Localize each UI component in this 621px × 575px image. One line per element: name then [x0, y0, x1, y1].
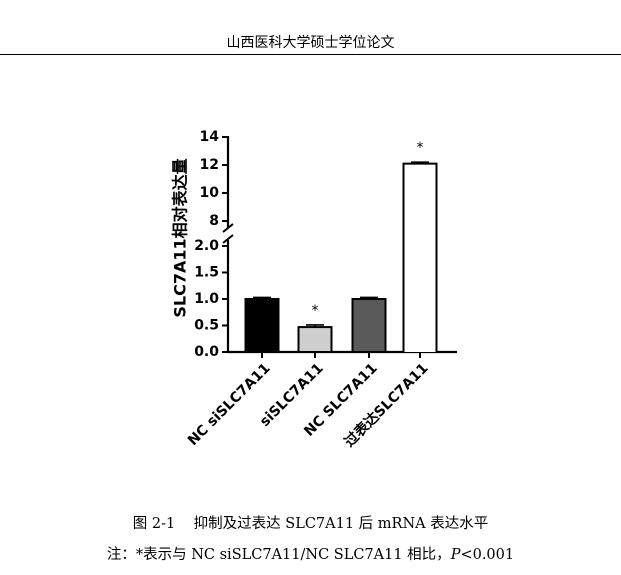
axis-break-mark-lower — [222, 234, 234, 244]
bar-chart: 0.0 0.5 1.0 1.5 2.0 8 10 12 14 SLC7A11相对表达量 NC siS… — [171, 129, 457, 451]
y-tick-label: 1.0 — [194, 291, 219, 307]
y-tick-label: 2.0 — [194, 238, 219, 254]
note-stat-symbol: P — [450, 547, 461, 563]
x-tick-label: NC siSLC7A11 — [185, 360, 274, 449]
page-header: 山西医科大学硕士学位论文 — [226, 35, 395, 51]
figure-note: 注：*表示与 NC siSLC7A11/NC SLC7A11 相比，P<0.00… — [0, 543, 621, 564]
y-tick-label: 1.5 — [194, 265, 219, 281]
y-tick-label: 14 — [200, 129, 220, 145]
note-stat-value: <0.001 — [460, 547, 515, 563]
bar — [402, 162, 438, 352]
bar — [297, 326, 333, 353]
note-prefix: 注：*表示与 NC siSLC7A11/NC SLC7A11 相比， — [106, 547, 451, 563]
figure-caption-text: 抑制及过表达 SLC7A11 后 mRNA 表达水平 — [193, 516, 489, 532]
axis-break-mark-upper — [222, 223, 234, 233]
y-tick-label: 0.0 — [194, 344, 219, 360]
y-tick-label: 8 — [209, 213, 219, 229]
bar — [244, 298, 280, 353]
significance-marker: * — [417, 140, 424, 156]
figure-caption: 图 2-1 抑制及过表达 SLC7A11 后 mRNA 表达水平 — [0, 512, 621, 533]
y-tick-label: 0.5 — [194, 318, 219, 334]
y-tick-label: 10 — [200, 185, 220, 201]
x-tick-label: 过表达SLC7A11 — [341, 360, 432, 451]
significance-marker: * — [312, 303, 319, 319]
header-rule — [0, 54, 621, 55]
figure-number: 图 2-1 — [132, 516, 176, 532]
bar — [351, 298, 387, 353]
y-axis-label: SLC7A11相对表达量 — [171, 158, 190, 317]
y-tick-label: 12 — [200, 157, 219, 173]
